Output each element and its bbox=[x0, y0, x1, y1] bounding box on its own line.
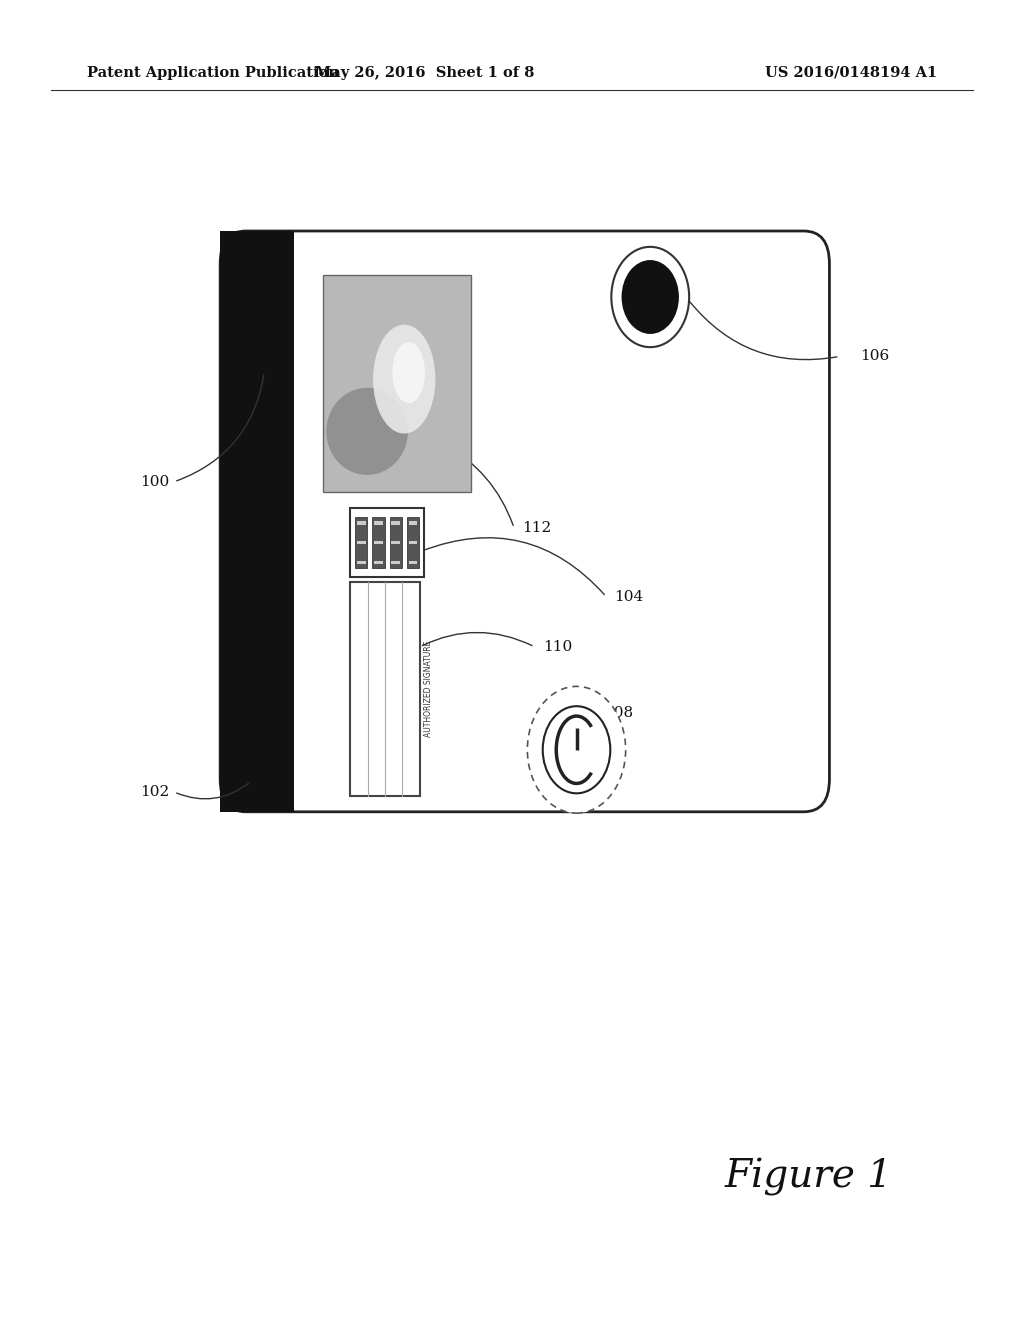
Ellipse shape bbox=[392, 342, 425, 403]
Circle shape bbox=[527, 686, 626, 813]
Bar bbox=[357, 561, 366, 564]
Bar bbox=[375, 561, 383, 564]
Text: Figure 1: Figure 1 bbox=[725, 1159, 893, 1196]
Bar bbox=[389, 517, 401, 569]
Ellipse shape bbox=[327, 388, 408, 475]
Text: 106: 106 bbox=[860, 350, 890, 363]
Bar bbox=[409, 561, 417, 564]
Bar bbox=[375, 541, 383, 544]
Text: 100: 100 bbox=[139, 475, 169, 488]
Bar bbox=[373, 517, 385, 569]
Text: AUTHORIZED SIGNATURE: AUTHORIZED SIGNATURE bbox=[424, 640, 433, 738]
Text: 108: 108 bbox=[604, 706, 633, 719]
Text: 110: 110 bbox=[543, 640, 572, 653]
Bar bbox=[323, 275, 471, 492]
Bar bbox=[409, 521, 417, 524]
Bar bbox=[375, 521, 383, 524]
Bar bbox=[357, 521, 366, 524]
Text: US 2016/0148194 A1: US 2016/0148194 A1 bbox=[765, 66, 937, 79]
Circle shape bbox=[543, 706, 610, 793]
Text: 104: 104 bbox=[614, 590, 644, 603]
Text: 102: 102 bbox=[139, 785, 169, 799]
Bar bbox=[350, 508, 424, 577]
Text: May 26, 2016  Sheet 1 of 8: May 26, 2016 Sheet 1 of 8 bbox=[315, 66, 535, 79]
Text: Patent Application Publication: Patent Application Publication bbox=[87, 66, 339, 79]
Bar bbox=[391, 561, 399, 564]
Bar bbox=[391, 521, 399, 524]
Bar bbox=[355, 517, 368, 569]
Bar bbox=[357, 541, 366, 544]
Ellipse shape bbox=[373, 325, 435, 433]
Text: 112: 112 bbox=[522, 521, 552, 535]
Bar bbox=[323, 275, 471, 492]
Bar bbox=[350, 582, 420, 796]
FancyBboxPatch shape bbox=[220, 231, 829, 812]
Bar bbox=[409, 541, 417, 544]
Bar bbox=[391, 541, 399, 544]
Circle shape bbox=[611, 247, 689, 347]
Bar bbox=[407, 517, 419, 569]
Bar bbox=[220, 231, 294, 812]
Circle shape bbox=[622, 260, 679, 334]
